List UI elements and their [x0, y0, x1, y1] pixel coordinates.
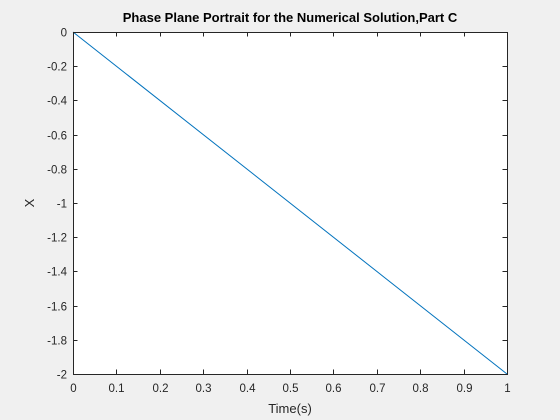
y-tick-label: -1.2: [47, 233, 67, 245]
x-tick-label: 1: [504, 383, 510, 395]
x-tick-label: 0.4: [240, 383, 257, 395]
x-tick-label: 0.8: [413, 383, 429, 395]
y-tick-label: -1.6: [47, 302, 67, 314]
tick-labels: 0 0.1 0.2 0.3 0.4 0.5 0.6 0.7 0.8 0.9 1 0 -0.2 -0.4 -0…: [47, 28, 511, 396]
y-tick-label: -0.2: [47, 62, 67, 74]
x-axis-label: Time(s): [268, 401, 312, 416]
x-tick-label: 0.6: [326, 383, 342, 395]
x-tick-label: 0.9: [457, 383, 473, 395]
x-tick-label: 0.5: [283, 383, 299, 395]
y-axis-label: X: [22, 198, 37, 207]
axes-frame: [73, 32, 508, 375]
y-tick-label: -2: [57, 370, 67, 382]
x-tick-label: 0.2: [153, 383, 169, 395]
y-tick-label: -0.6: [47, 131, 67, 143]
y-tick-label: -1.4: [47, 267, 67, 279]
y-tick-label: -0.4: [47, 96, 67, 108]
y-tick-label: -0.8: [47, 165, 67, 177]
y-tick-label: 0: [61, 28, 67, 40]
chart-title: Phase Plane Portrait for the Numerical S…: [123, 10, 458, 25]
x-tick-label: 0.1: [109, 383, 125, 395]
x-tick-label: 0: [70, 383, 76, 395]
y-tick-label: -1: [57, 199, 67, 211]
x-tick-label: 0.7: [370, 383, 386, 395]
x-tick-label: 0.3: [196, 383, 212, 395]
series-layer: [72, 31, 508, 375]
y-tick-label: -1.8: [47, 336, 67, 348]
series-line-0: [72, 31, 508, 375]
